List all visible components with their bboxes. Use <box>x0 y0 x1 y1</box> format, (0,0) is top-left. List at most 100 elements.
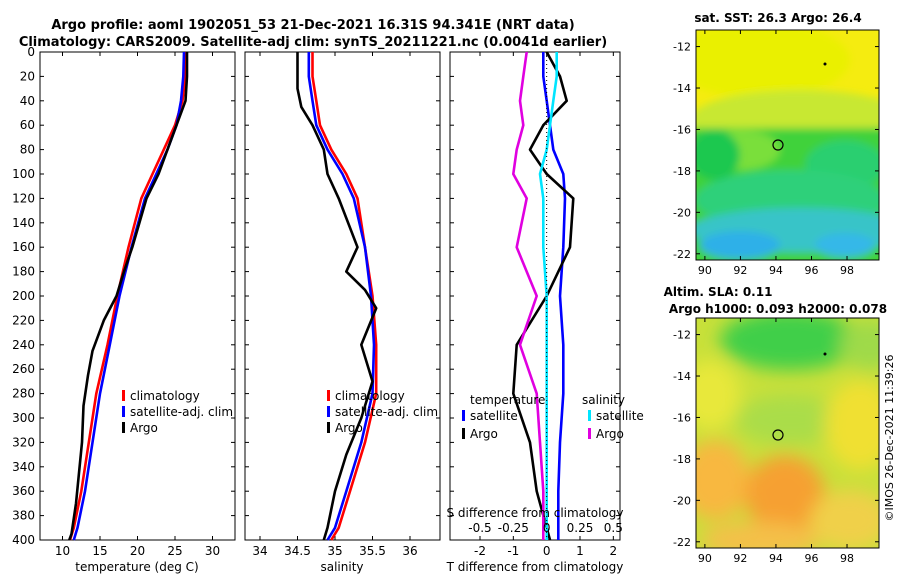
salinity-xlabel: salinity <box>320 560 363 574</box>
map-x-tick-label: 94 <box>769 552 783 565</box>
series-line-argo <box>296 52 378 541</box>
temperature-xlabel: temperature (deg C) <box>75 560 198 574</box>
y-tick-label: 300 <box>12 411 35 425</box>
y-tick-label: 380 <box>12 509 35 523</box>
series-line-s-argo <box>511 51 545 540</box>
x2-tick-label: -0.5 <box>468 521 491 535</box>
sst-map-axes: 90 92 94 96 98 -12 -14 -16 -18 -20 -22 <box>673 30 879 277</box>
legend-swatch <box>327 422 330 433</box>
x-tick-label: -2 <box>474 544 486 558</box>
x-tick-label: 35.5 <box>359 544 386 558</box>
legend-label: satellite-adj. clim <box>335 405 438 419</box>
map-y-tick-label: -14 <box>673 82 691 95</box>
difference-chart: -2 -1 0 1 2 -0.5 -0.25 0 0.25 0.5 temperature salin… <box>450 51 644 558</box>
y-tick-label: 240 <box>12 338 35 352</box>
salinity-chart: 34 34.5 35 35.5 36 climatology satellite-adj. … <box>245 51 440 558</box>
temperature-chart: 10 15 20 25 30020406080100120140160180200220… <box>12 45 235 558</box>
series-line-t-satellite <box>541 52 567 540</box>
x-tick-label: 10 <box>55 544 70 558</box>
legend-label: satellite <box>470 409 518 423</box>
x2-tick-label: 0 <box>543 521 551 535</box>
legend-swatch <box>327 390 330 401</box>
x-tick-label: -1 <box>507 544 519 558</box>
series-line-t-argo <box>511 51 575 541</box>
x-tick-label: 34.5 <box>284 544 311 558</box>
sst-dot-marker <box>823 62 827 66</box>
legend-swatch <box>588 428 591 439</box>
series-line-satellite-adj-clim <box>307 52 376 541</box>
x-tick-label: 34 <box>252 544 267 558</box>
map-x-tick-label: 94 <box>769 264 783 277</box>
map-x-tick-label: 98 <box>840 552 854 565</box>
series-line-climatology <box>311 52 378 541</box>
legend-title-temperature: temperature <box>470 393 545 407</box>
x-tick-label: 30 <box>205 544 220 558</box>
x2-tick-label: 0.25 <box>567 521 594 535</box>
legend-label: Argo <box>596 427 624 441</box>
map-y-tick-label: -18 <box>673 453 691 466</box>
legend-swatch <box>462 410 465 421</box>
x-tick-label: 1 <box>576 544 584 558</box>
map-x-tick-label: 90 <box>698 552 712 565</box>
y-tick-label: 140 <box>12 216 35 230</box>
series-line-satellite-adj-clim <box>72 51 186 541</box>
map-x-tick-label: 92 <box>733 264 747 277</box>
difference-xlabel: T difference from climatology <box>446 560 624 574</box>
map-y-tick-label: -12 <box>673 41 691 54</box>
legend-swatch <box>462 428 465 439</box>
legend-label: satellite <box>596 409 644 423</box>
y-tick-label: 200 <box>12 289 35 303</box>
legend-label: Argo <box>470 427 498 441</box>
y-tick-label: 400 <box>12 533 35 547</box>
y-tick-label: 60 <box>20 118 35 132</box>
legend-swatch <box>588 410 591 421</box>
y-tick-label: 0 <box>27 45 35 59</box>
y-tick-label: 320 <box>12 435 35 449</box>
map-x-tick-label: 96 <box>804 552 818 565</box>
map-y-tick-label: -22 <box>673 536 691 549</box>
map-y-tick-label: -12 <box>673 329 691 342</box>
y-tick-label: 340 <box>12 460 35 474</box>
y-tick-label: 360 <box>12 484 35 498</box>
y-tick-label: 180 <box>12 265 35 279</box>
x2-tick-label: -0.25 <box>498 521 529 535</box>
y-tick-label: 100 <box>12 167 35 181</box>
map-y-tick-label: -20 <box>673 206 691 219</box>
sst-map-title: sat. SST: 26.3 Argo: 26.4 <box>694 11 861 25</box>
x2-tick-label: 0.5 <box>604 521 623 535</box>
map-y-tick-label: -14 <box>673 370 691 383</box>
y-tick-label: 120 <box>12 191 35 205</box>
map-y-tick-label: -16 <box>673 123 691 136</box>
legend-label: satellite-adj. clim <box>130 405 233 419</box>
x-tick-label: 36 <box>402 544 417 558</box>
temperature-plot-area <box>39 51 236 541</box>
figure-title-line2: Climatology: CARS2009. Satellite-adj cli… <box>19 35 607 50</box>
y-tick-label: 20 <box>20 69 35 83</box>
map-y-tick-label: -22 <box>673 248 691 261</box>
legend-swatch <box>122 406 125 417</box>
map-x-tick-label: 90 <box>698 264 712 277</box>
sla-argo-marker <box>772 429 784 441</box>
legend-swatch <box>122 422 125 433</box>
legend-label: Argo <box>335 421 363 435</box>
sla-map-frame <box>695 317 880 549</box>
map-y-tick-label: -18 <box>673 165 691 178</box>
x-tick-label: 20 <box>130 544 145 558</box>
map-x-tick-label: 96 <box>804 264 818 277</box>
sst-map <box>696 30 879 260</box>
map-x-tick-label: 98 <box>840 264 854 277</box>
sst-map-frame <box>695 29 880 261</box>
map-y-tick-label: -20 <box>673 494 691 507</box>
x-tick-label: 15 <box>92 544 107 558</box>
legend-title-salinity: salinity <box>582 393 625 407</box>
y-tick-label: 220 <box>12 313 35 327</box>
sla-map-subtitle: Argo h1000: 0.093 h2000: 0.078 <box>669 302 887 316</box>
legend-swatch <box>327 406 330 417</box>
sst-argo-marker <box>772 139 784 151</box>
sla-dot-marker <box>823 352 827 356</box>
legend-swatch <box>122 390 125 401</box>
figure-title-line1: Argo profile: aoml 1902051_53 21-Dec-202… <box>51 18 574 33</box>
x-tick-label: 2 <box>610 544 618 558</box>
y-tick-label: 260 <box>12 362 35 376</box>
